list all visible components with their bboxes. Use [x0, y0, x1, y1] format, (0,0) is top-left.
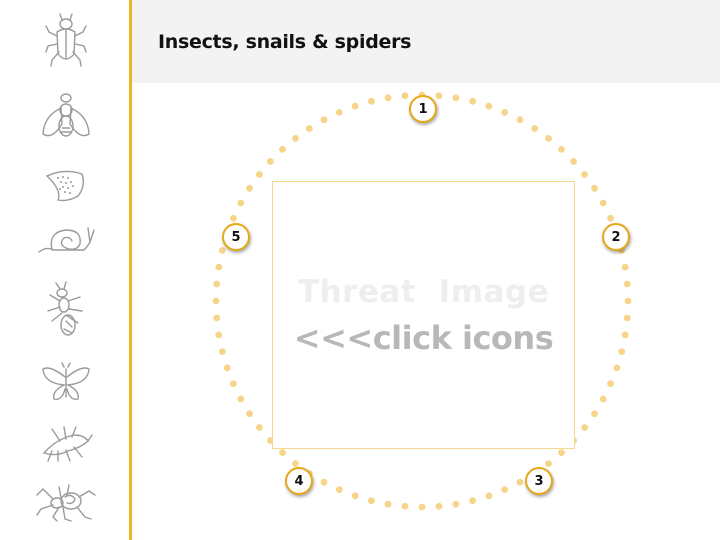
- ring-dot: [581, 424, 588, 431]
- ring-dot: [279, 146, 286, 153]
- threat-image-frame: Threat Image <<<click icons: [272, 181, 575, 449]
- threat-stage: Threat Image <<<click icons 1 2 3 4 5: [132, 83, 720, 540]
- moth-icon[interactable]: [28, 348, 104, 418]
- ring-dot: [335, 486, 343, 493]
- ring-dot: [452, 94, 460, 102]
- ring-dot: [230, 214, 237, 222]
- marker-2[interactable]: 2: [602, 223, 630, 251]
- ring-dot: [320, 116, 328, 124]
- ring-dot: [305, 125, 313, 132]
- ring-dot: [621, 263, 629, 271]
- sidebar: [0, 0, 128, 540]
- ring-dot: [516, 116, 524, 124]
- ring-dot: [621, 331, 629, 339]
- marker-1[interactable]: 1: [409, 95, 437, 123]
- ring-dot: [401, 92, 409, 100]
- ring-dot: [218, 348, 226, 355]
- ring-dot: [351, 102, 359, 110]
- ring-dot: [418, 503, 426, 511]
- ring-dot: [485, 492, 493, 500]
- ring-dot: [545, 460, 552, 467]
- ring-dot: [531, 125, 539, 132]
- ring-dot: [558, 146, 565, 153]
- placeholder-title: Threat Image: [297, 274, 550, 310]
- header-bar: Insects, snails & spiders: [132, 0, 720, 83]
- ring-dot: [469, 97, 476, 105]
- ring-dot: [452, 500, 460, 508]
- ring-dot: [267, 158, 274, 165]
- ring-dot: [624, 297, 632, 305]
- ring-dot: [591, 410, 598, 418]
- ring-dot: [320, 478, 328, 486]
- ring-dot: [223, 364, 231, 372]
- ring-dot: [435, 92, 443, 100]
- ring-dot: [246, 184, 253, 192]
- marker-4[interactable]: 4: [285, 467, 313, 495]
- ring-dot: [570, 158, 577, 165]
- ring-dot: [237, 199, 245, 207]
- ring-dot: [213, 280, 221, 288]
- snail-icon[interactable]: [28, 205, 104, 275]
- page-title: Insects, snails & spiders: [158, 31, 412, 53]
- ring-dot: [230, 380, 237, 388]
- placeholder-hint: <<<click icons: [293, 319, 554, 357]
- fly-icon[interactable]: [28, 80, 104, 150]
- ring-dot: [368, 497, 375, 505]
- ring-dot: [279, 449, 286, 456]
- ring-dot: [213, 314, 221, 322]
- ring-dot: [607, 380, 614, 388]
- ring-dot: [368, 97, 375, 105]
- ring-dot: [591, 184, 598, 192]
- ring-dot: [623, 280, 631, 288]
- ring-dot: [401, 502, 409, 510]
- ring-dot: [292, 135, 299, 142]
- ring-dot: [435, 502, 443, 510]
- ring-dot: [485, 102, 493, 110]
- ring-dot: [599, 395, 607, 403]
- ring-dot: [292, 460, 299, 467]
- ring-dot: [335, 109, 343, 116]
- sidebar-divider: [129, 0, 132, 540]
- ring-dot: [256, 424, 263, 431]
- ring-dot: [618, 348, 626, 355]
- ring-dot: [516, 478, 524, 486]
- ring-dot: [351, 492, 359, 500]
- ring-dot: [256, 171, 263, 178]
- ring-dot: [607, 214, 614, 222]
- beetle-icon[interactable]: [28, 5, 104, 75]
- ant-icon[interactable]: [28, 275, 104, 345]
- ring-dot: [501, 486, 509, 493]
- ring-dot: [212, 297, 220, 305]
- ring-dot: [469, 497, 476, 505]
- ring-dot: [581, 171, 588, 178]
- thrips-icon[interactable]: [28, 410, 104, 480]
- ring-dot: [613, 364, 621, 372]
- ring-dot: [558, 449, 565, 456]
- marker-5[interactable]: 5: [222, 223, 250, 251]
- ring-dot: [246, 410, 253, 418]
- ring-dot: [501, 109, 509, 116]
- ring-dot: [623, 314, 631, 322]
- ring-dot: [545, 135, 552, 142]
- ring-dot: [215, 331, 223, 339]
- ring-dot: [215, 263, 223, 271]
- spider-icon[interactable]: [28, 468, 104, 538]
- ring-dot: [218, 247, 226, 254]
- ring-dot: [384, 500, 392, 508]
- mite-leaf-icon[interactable]: [28, 150, 104, 220]
- ring-dot: [599, 199, 607, 207]
- marker-3[interactable]: 3: [525, 467, 553, 495]
- ring-dot: [237, 395, 245, 403]
- ring-dot: [384, 94, 392, 102]
